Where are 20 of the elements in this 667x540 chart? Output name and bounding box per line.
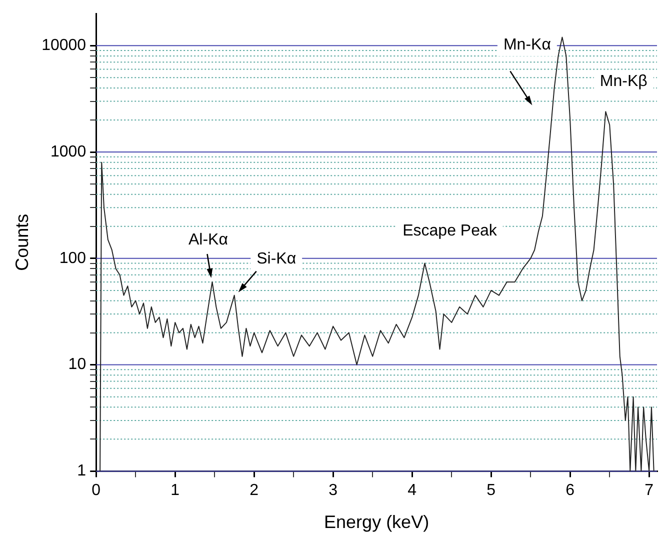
x-axis-title: Energy (keV): [324, 512, 430, 532]
annotation: Al-Kα: [188, 231, 228, 248]
x-tick-label: 0: [92, 482, 101, 500]
annotation: Mn-Kβ: [600, 72, 648, 90]
x-tick-label: 2: [250, 482, 259, 500]
x-tick-label: 5: [486, 482, 496, 500]
y-tick-label: 1000: [50, 143, 86, 160]
x-tick-label: 4: [408, 482, 417, 500]
x-tick-label: 3: [328, 482, 338, 500]
x-tick-label: 1: [170, 482, 180, 500]
annotation: Escape Peak: [402, 222, 498, 240]
annotation: Si-Kα: [256, 250, 296, 268]
y-tick-label: 10: [68, 356, 86, 374]
x-tick-label: 6: [566, 482, 575, 500]
y-axis-title: Counts: [12, 214, 32, 271]
x-tick-label: 7: [644, 482, 654, 500]
y-tick-label: 100: [59, 250, 86, 267]
annotation: Mn-Kα: [503, 36, 551, 54]
y-tick-label: 1: [77, 462, 86, 480]
y-tick-label: 10000: [42, 37, 86, 54]
